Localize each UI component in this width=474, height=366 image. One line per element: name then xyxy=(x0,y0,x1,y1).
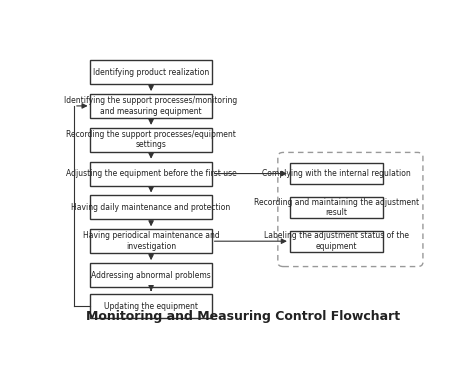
FancyBboxPatch shape xyxy=(91,229,212,253)
Text: Having daily maintenance and protection: Having daily maintenance and protection xyxy=(72,203,231,212)
Text: Having periodical maintenance and
investigation: Having periodical maintenance and invest… xyxy=(82,231,219,251)
FancyBboxPatch shape xyxy=(91,161,212,186)
FancyBboxPatch shape xyxy=(91,294,212,318)
Text: Labeling the adjustment status of the
equipment: Labeling the adjustment status of the eq… xyxy=(264,231,409,251)
FancyBboxPatch shape xyxy=(91,195,212,219)
Text: Updating the equipment: Updating the equipment xyxy=(104,302,198,310)
FancyBboxPatch shape xyxy=(290,197,383,218)
FancyBboxPatch shape xyxy=(91,94,212,118)
FancyBboxPatch shape xyxy=(290,231,383,252)
Text: Complying with the internal regulation: Complying with the internal regulation xyxy=(262,169,411,178)
Text: Recording and maintaining the adjustment
result: Recording and maintaining the adjustment… xyxy=(254,198,419,217)
Text: Adjusting the equipment before the first use: Adjusting the equipment before the first… xyxy=(66,169,237,178)
Text: Recording the support processes/equipment
settings: Recording the support processes/equipmen… xyxy=(66,130,236,149)
Text: Addressing abnormal problems: Addressing abnormal problems xyxy=(91,270,211,280)
Text: Identifying the support processes/monitoring
and measuring equipment: Identifying the support processes/monito… xyxy=(64,96,238,116)
Text: Identifying product realization: Identifying product realization xyxy=(93,68,209,76)
FancyBboxPatch shape xyxy=(91,128,212,152)
FancyBboxPatch shape xyxy=(290,163,383,184)
FancyBboxPatch shape xyxy=(91,263,212,287)
FancyBboxPatch shape xyxy=(91,60,212,84)
Text: Monitoring and Measuring Control Flowchart: Monitoring and Measuring Control Flowcha… xyxy=(86,310,400,323)
